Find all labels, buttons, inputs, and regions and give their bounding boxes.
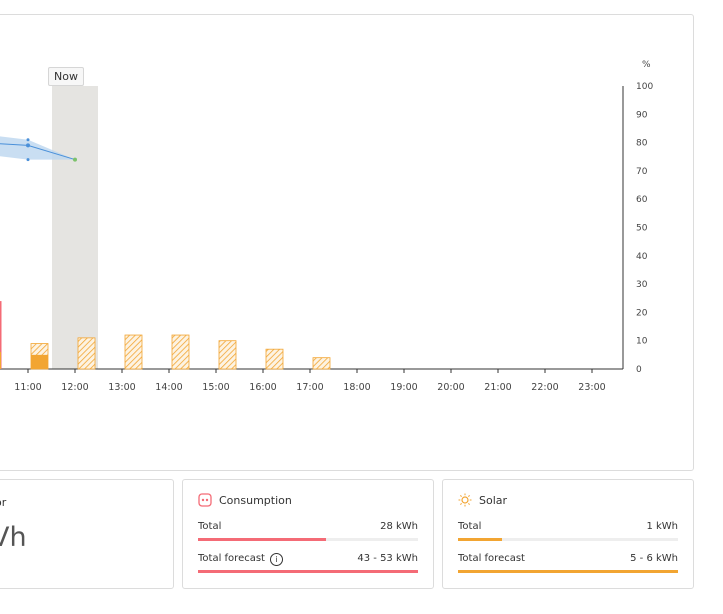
x-tick-label: 23:00 (578, 382, 605, 393)
solar-card-header: Solar (458, 493, 507, 507)
solar-total-track (458, 538, 678, 541)
consumption-forecast-value: 43 - 53 kWh (357, 553, 418, 564)
consumption-forecast-label: Total forecast (198, 553, 265, 564)
consumption-title: Consumption (219, 493, 292, 507)
card-value-fragment: Vh (0, 522, 27, 553)
x-tick-label: 15:00 (202, 382, 229, 393)
battery-summary-card[interactable]: or Vh (0, 479, 174, 589)
x-tick-label: 14:00 (155, 382, 182, 393)
consumption-bar (0, 301, 2, 369)
x-tick-label: 18:00 (343, 382, 370, 393)
consumption-total-value: 28 kWh (380, 521, 418, 532)
solar-bar-partial (0, 352, 1, 369)
consumption-total-label: Total (198, 521, 222, 532)
y2-tick-label: 70 (636, 167, 648, 177)
solar-card[interactable]: Solar Total 1 kWh Total forecast 5 - 6 k… (442, 479, 694, 589)
solar-forecast-value: 5 - 6 kWh (630, 553, 678, 564)
solar-forecast-progress (458, 570, 678, 573)
y2-tick-label: 30 (636, 280, 648, 290)
consumption-card-header: Consumption (198, 493, 292, 507)
x-tick-label: 20:00 (437, 382, 464, 393)
y2-tick-label: 100 (636, 82, 653, 92)
plug-icon (198, 493, 212, 507)
consumption-total-progress (198, 538, 326, 541)
consumption-forecast-track (198, 570, 418, 573)
solar-forecast-track (458, 570, 678, 573)
x-tick-label: 21:00 (484, 382, 511, 393)
solar-forecast-label: Total forecast (458, 553, 525, 564)
x-tick-label: 16:00 (249, 382, 276, 393)
battery-soc-point (26, 143, 30, 148)
x-tick-label: 13:00 (108, 382, 135, 393)
solar-forecast-bar (171, 334, 190, 370)
consumption-card[interactable]: Consumption Total 28 kWh Total forecast … (182, 479, 434, 589)
now-badge: Now (48, 67, 84, 86)
y2-tick-label: 90 (636, 110, 648, 120)
card-title-fragment: or (0, 496, 7, 509)
solar-forecast-bar (265, 348, 284, 370)
solar-title: Solar (479, 493, 508, 507)
y2-tick-label: 40 (636, 252, 648, 262)
x-tick-label: 19:00 (390, 382, 417, 393)
now-band (52, 86, 98, 369)
y2-tick-label: 20 (636, 308, 648, 318)
consumption-total-track (198, 538, 418, 541)
solar-forecast-bar (218, 340, 237, 370)
battery-soc-point (73, 157, 77, 162)
x-tick-label: 17:00 (296, 382, 323, 393)
solar-forecast-bar (77, 337, 96, 370)
x-tick-label: 12:00 (61, 382, 88, 393)
y2-tick-label: 80 (636, 139, 648, 149)
solar-forecast-bar (124, 334, 143, 370)
y2-tick-label: 50 (636, 224, 648, 234)
info-icon[interactable]: i (270, 553, 284, 566)
consumption-forecast-label-wrap: Total forecast i (198, 553, 284, 566)
solar-forecast-bar (312, 357, 331, 370)
y2-unit-label: % (642, 60, 651, 70)
solar-bar (31, 354, 48, 369)
x-tick-label: 11:00 (14, 382, 41, 393)
solar-total-value: 1 kWh (646, 521, 678, 532)
y2-tick-label: 10 (636, 337, 648, 347)
battery-band-point (26, 158, 30, 162)
y2-tick-label: 0 (636, 365, 642, 375)
battery-band-point (26, 138, 30, 142)
x-tick-label: 22:00 (531, 382, 558, 393)
solar-total-progress (458, 538, 502, 541)
solar-total-label: Total (458, 521, 482, 532)
energy-chart-panel: 100 90 80 70 60 50 40 30 20 10 0% 11:00 12:00 13:00 14… (0, 14, 694, 471)
y2-tick-label: 60 (636, 195, 648, 205)
consumption-forecast-progress (198, 570, 418, 573)
sun-icon (458, 493, 472, 507)
